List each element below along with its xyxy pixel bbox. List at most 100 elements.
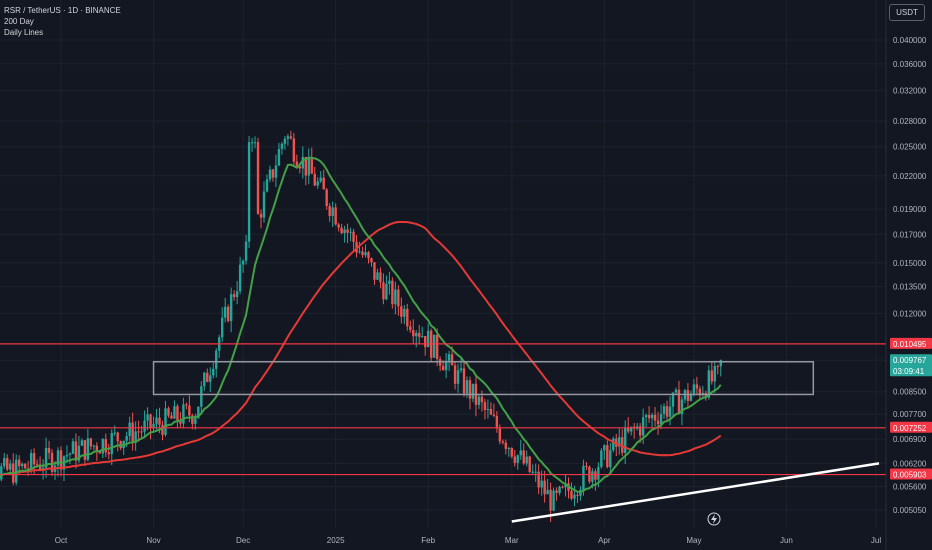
candle-body bbox=[361, 251, 364, 256]
candle-body bbox=[403, 308, 406, 317]
candle-body bbox=[15, 459, 18, 483]
price-tick-label: 0.017000 bbox=[893, 230, 927, 239]
candle-body bbox=[161, 424, 164, 435]
candle-body bbox=[376, 272, 379, 280]
candle-body bbox=[555, 490, 558, 494]
candle-body bbox=[283, 138, 287, 144]
price-tick-label: 0.006900 bbox=[893, 435, 927, 444]
candle-body bbox=[358, 251, 361, 253]
candle-body bbox=[594, 471, 597, 480]
candle-body bbox=[289, 136, 293, 139]
candle-body bbox=[606, 445, 609, 468]
price-label-countdown: 03:09:41 bbox=[893, 367, 925, 376]
candle-body bbox=[250, 142, 254, 144]
candle-body bbox=[280, 143, 284, 149]
candle-body bbox=[650, 414, 654, 419]
candle-body bbox=[492, 414, 496, 416]
support-trendline bbox=[511, 462, 880, 523]
time-axis: Oct Nov Dec 2025 Feb Mar Apr May Jun Jul bbox=[55, 536, 882, 545]
time-tick-label: Oct bbox=[55, 536, 68, 545]
candle-body bbox=[495, 415, 499, 429]
candle-body bbox=[543, 480, 546, 495]
indicator-200day[interactable]: 200 Day bbox=[4, 17, 34, 26]
candle-body bbox=[671, 392, 675, 407]
candle-body bbox=[322, 177, 325, 190]
symbol-title[interactable]: RSR / TetherUS · 1D · BINANCE bbox=[4, 6, 121, 15]
candle-body bbox=[271, 169, 275, 178]
candle-body bbox=[346, 229, 349, 233]
candle-body bbox=[328, 206, 331, 217]
candle-body bbox=[516, 455, 519, 463]
candle-body bbox=[185, 404, 188, 406]
candle-body bbox=[603, 445, 606, 451]
indicator-daily-lines[interactable]: Daily Lines bbox=[4, 28, 44, 37]
candle-body bbox=[235, 291, 239, 298]
candle-body bbox=[501, 441, 505, 443]
candle-body bbox=[197, 406, 200, 419]
candle-body bbox=[624, 427, 627, 453]
candle-body bbox=[591, 471, 594, 482]
candle-body bbox=[522, 450, 525, 464]
candle-body bbox=[537, 471, 540, 488]
candle-body bbox=[477, 396, 481, 405]
candle-body bbox=[546, 489, 549, 495]
price-tick-label: 0.005050 bbox=[893, 506, 927, 515]
candle-body bbox=[152, 423, 155, 428]
candle-body bbox=[432, 334, 436, 358]
candle-body bbox=[277, 148, 281, 166]
candle-body bbox=[107, 452, 110, 455]
candle-body bbox=[570, 490, 573, 499]
candle-body bbox=[238, 264, 242, 292]
candle-body bbox=[170, 415, 173, 419]
currency-button[interactable]: USDT bbox=[889, 4, 925, 21]
candle-body bbox=[564, 483, 567, 488]
candle-body bbox=[92, 445, 96, 447]
candle-body bbox=[44, 448, 48, 468]
candle-body bbox=[110, 432, 113, 455]
candle-body bbox=[707, 370, 711, 398]
price-tick-label: 0.028000 bbox=[893, 117, 927, 126]
candle-body bbox=[585, 465, 588, 467]
price-tick-label: 0.005600 bbox=[893, 483, 927, 492]
candle-body bbox=[65, 454, 69, 457]
range-box bbox=[152, 361, 815, 396]
candle-body bbox=[456, 370, 460, 384]
candle-body bbox=[149, 414, 152, 428]
candle-body bbox=[295, 161, 299, 167]
candle-body bbox=[486, 408, 490, 411]
candle-body bbox=[576, 494, 579, 496]
candle-body bbox=[400, 306, 403, 317]
candle-body bbox=[719, 360, 722, 367]
candle-body bbox=[552, 490, 555, 511]
candle-body bbox=[409, 326, 412, 331]
price-tick-label: 0.025000 bbox=[893, 143, 927, 152]
candle-body bbox=[618, 437, 621, 447]
time-tick-label: Apr bbox=[598, 536, 611, 545]
candle-body bbox=[498, 428, 502, 442]
candle-body bbox=[113, 432, 116, 434]
candle-body bbox=[686, 390, 690, 401]
candle-body bbox=[647, 415, 651, 419]
candle-body bbox=[200, 386, 203, 407]
candle-body bbox=[80, 440, 84, 446]
candle-body bbox=[426, 330, 430, 348]
candle-body bbox=[206, 372, 209, 382]
candle-body bbox=[286, 136, 290, 139]
candle-body bbox=[612, 438, 615, 451]
price-label-bg bbox=[890, 354, 932, 377]
price-tick-label: 0.013500 bbox=[893, 283, 927, 292]
candle-body bbox=[304, 156, 307, 176]
candle-body bbox=[465, 380, 469, 394]
candle-body bbox=[95, 445, 99, 452]
candle-body bbox=[47, 448, 51, 453]
candle-body bbox=[104, 439, 107, 453]
price-tick-label: 0.040000 bbox=[893, 36, 927, 45]
candle-body bbox=[695, 384, 699, 389]
candle-body bbox=[609, 450, 612, 468]
price-tick-label: 0.036000 bbox=[893, 60, 927, 69]
candle-body bbox=[194, 418, 197, 424]
candle-body bbox=[41, 467, 45, 470]
candle-body bbox=[370, 258, 373, 263]
candle-body bbox=[638, 426, 642, 436]
